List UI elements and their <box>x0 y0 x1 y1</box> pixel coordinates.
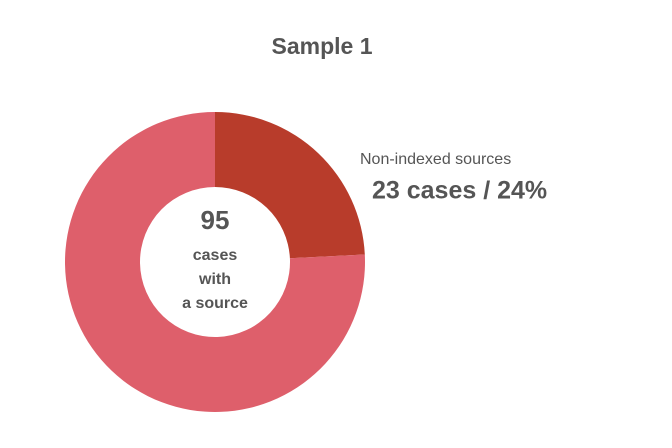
chart-title: Sample 1 <box>272 33 373 59</box>
donut-segment <box>65 112 366 412</box>
center-caption: with <box>198 271 231 288</box>
center-caption: cases <box>193 247 238 264</box>
center-caption: a source <box>182 295 248 312</box>
value-label: 23 cases / 24% <box>372 177 547 205</box>
slice-label: Non-indexed sources <box>360 151 511 168</box>
center-total: 95 <box>201 205 230 235</box>
donut-segment <box>215 112 365 259</box>
